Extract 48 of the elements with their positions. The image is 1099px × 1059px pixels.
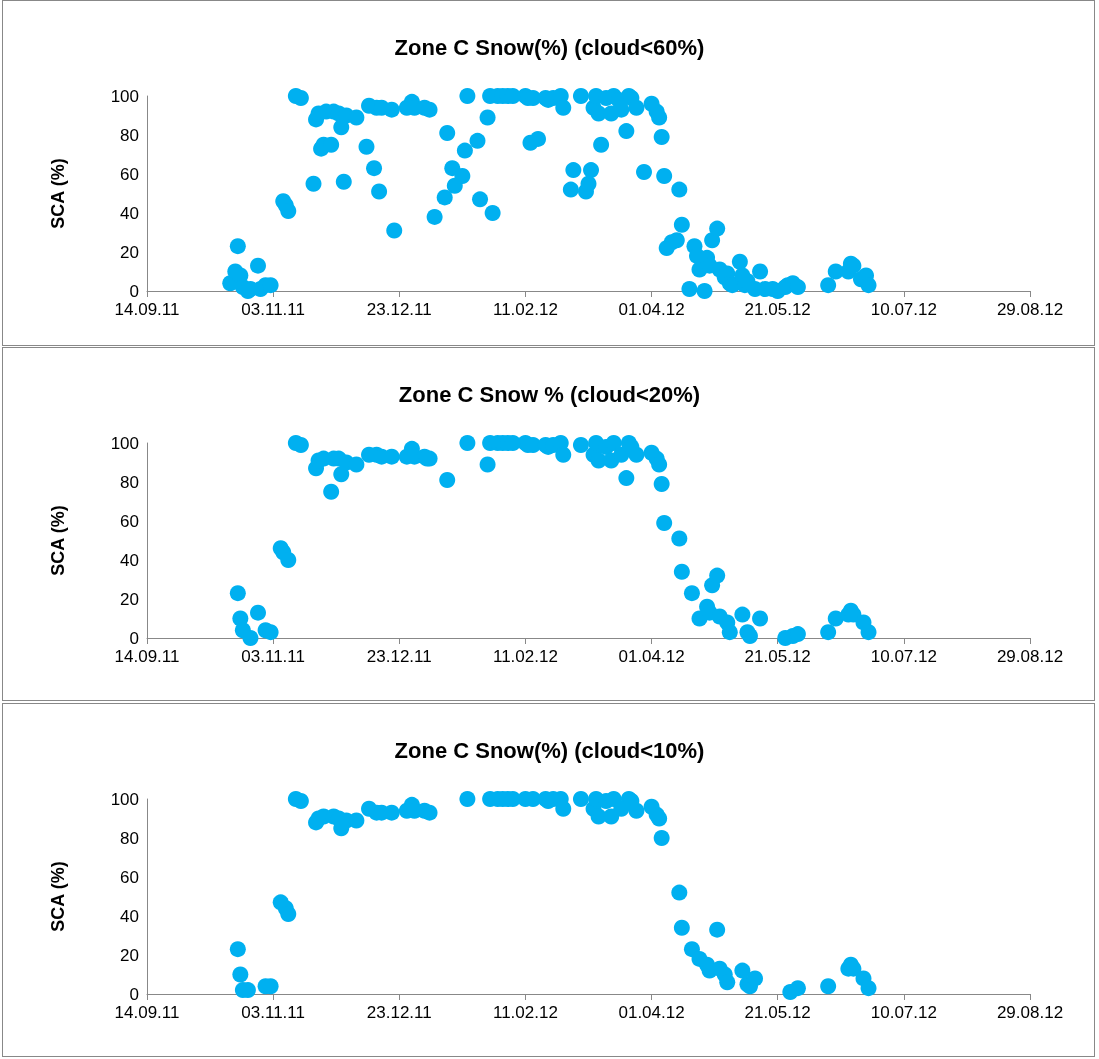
x-tick-label: 03.11.11 xyxy=(241,300,305,319)
x-tick-label: 10.07.12 xyxy=(870,647,937,666)
y-tick-label: 100 xyxy=(110,433,139,453)
x-tick-label: 29.08.12 xyxy=(996,1003,1064,1022)
x-tick-label: 21.05.12 xyxy=(744,1003,811,1022)
y-axis-title: SCA (%) xyxy=(48,158,68,229)
x-tick-label: 29.08.12 xyxy=(996,300,1064,319)
y-tick-label: 0 xyxy=(129,281,139,301)
y-tick-label: 60 xyxy=(120,164,139,184)
y-tick-label: 80 xyxy=(120,828,139,848)
x-tick-label: 23.12.11 xyxy=(366,647,432,666)
y-tick-label: 0 xyxy=(129,628,139,648)
y-tick-label: 40 xyxy=(120,906,139,926)
y-tick-label: 0 xyxy=(129,984,139,1004)
x-tick-label: 03.11.11 xyxy=(241,1003,305,1022)
y-tick-label: 40 xyxy=(120,550,139,570)
y-axis-title: SCA (%) xyxy=(48,861,68,932)
x-tick-label: 21.05.12 xyxy=(744,300,811,319)
x-tick-label: 23.12.11 xyxy=(366,300,432,319)
x-tick-label: 23.12.11 xyxy=(366,1003,432,1022)
chart-title: Zone C Snow(%) (cloud<10%) xyxy=(394,737,705,763)
y-tick-label: 40 xyxy=(120,203,139,223)
y-tick-label: 60 xyxy=(120,511,139,531)
x-tick-label: 10.07.12 xyxy=(870,1003,937,1022)
y-tick-label: 20 xyxy=(120,242,139,262)
y-tick-label: 100 xyxy=(110,86,139,106)
x-tick-label: 29.08.12 xyxy=(996,647,1064,666)
x-tick-label: 14.09.11 xyxy=(114,300,180,319)
y-axis-title: SCA (%) xyxy=(48,505,68,576)
y-tick-label: 80 xyxy=(120,472,139,492)
y-tick-label: 20 xyxy=(120,945,139,965)
chart-title: Zone C Snow % (cloud<20%) xyxy=(398,381,701,407)
x-tick-label: 11.02.12 xyxy=(492,1003,558,1022)
x-tick-label: 14.09.11 xyxy=(114,1003,180,1022)
x-tick-label: 11.02.12 xyxy=(492,300,558,319)
x-tick-label: 01.04.12 xyxy=(618,1003,685,1022)
x-tick-label: 14.09.11 xyxy=(114,647,180,666)
x-tick-label: 01.04.12 xyxy=(618,300,685,319)
y-tick-label: 60 xyxy=(120,867,139,887)
x-tick-label: 21.05.12 xyxy=(744,647,811,666)
x-tick-label: 01.04.12 xyxy=(618,647,685,666)
chart-title: Zone C Snow(%) (cloud<60%) xyxy=(394,34,705,60)
y-tick-label: 80 xyxy=(120,125,139,145)
y-tick-label: 100 xyxy=(110,789,139,809)
x-tick-label: 03.11.11 xyxy=(241,647,305,666)
x-tick-label: 10.07.12 xyxy=(870,300,937,319)
y-tick-label: 20 xyxy=(120,589,139,609)
x-tick-label: 11.02.12 xyxy=(492,647,558,666)
